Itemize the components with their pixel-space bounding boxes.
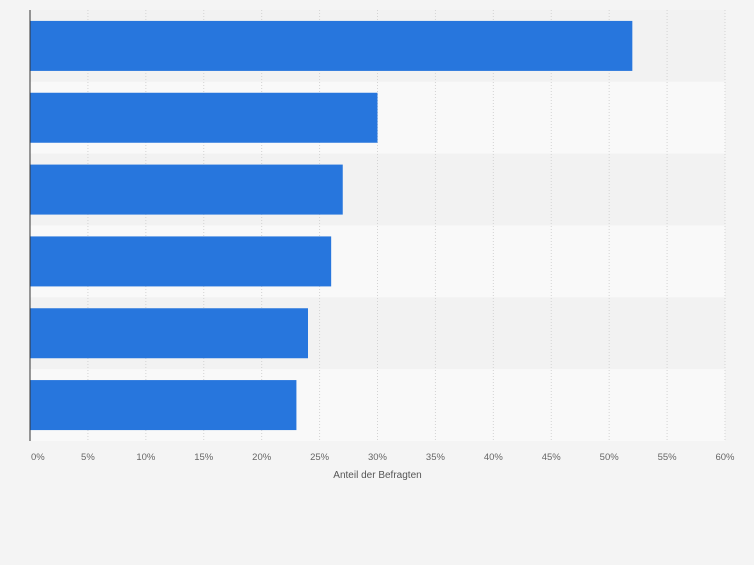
x-tick-label: 55% <box>658 452 678 463</box>
x-tick-label: 45% <box>542 452 562 463</box>
bar[interactable] <box>30 236 332 287</box>
x-tick-label: 40% <box>484 452 504 463</box>
x-tick-label: 20% <box>252 452 272 463</box>
x-tick-label: 35% <box>426 452 446 463</box>
bar[interactable] <box>30 92 378 143</box>
x-tick-label: 15% <box>194 452 214 463</box>
x-tick-label: 10% <box>136 452 156 463</box>
bar[interactable] <box>30 380 297 431</box>
x-tick-label: 0% <box>31 452 45 463</box>
bars <box>30 20 633 431</box>
x-tick-label: 50% <box>600 452 620 463</box>
x-tick-label: 5% <box>81 452 95 463</box>
x-tick-label: 25% <box>310 452 330 463</box>
x-axis-label: Anteil der Befragten <box>333 470 421 481</box>
x-axis-ticks: 0% 5% 10% 15% 20% 25% 30% 35% 40% 45% 50% 55% 60% <box>31 452 735 463</box>
bar[interactable] <box>30 308 308 359</box>
bar[interactable] <box>30 20 633 71</box>
x-tick-label: 60% <box>715 452 735 463</box>
x-tick-label: 30% <box>368 452 388 463</box>
bar[interactable] <box>30 164 343 215</box>
